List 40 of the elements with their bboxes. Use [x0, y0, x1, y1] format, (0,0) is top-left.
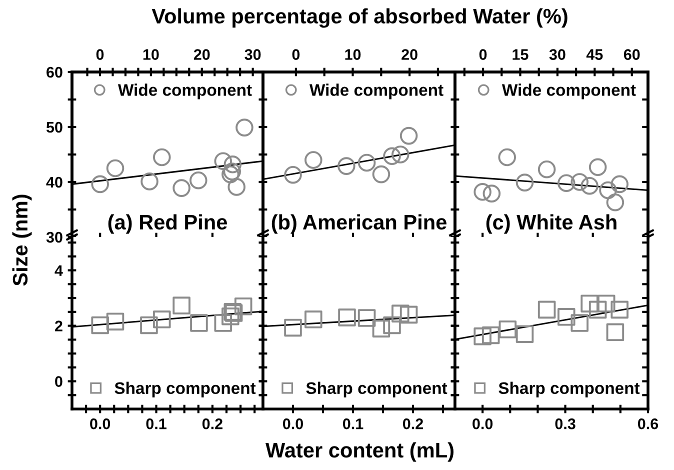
x-tick-label: 0.0: [472, 418, 493, 430]
y-tick-label: 50: [46, 122, 62, 133]
x2-tick-label: 0: [96, 49, 104, 60]
x2-tick-label: 30: [244, 49, 261, 60]
x-tick-label: 0.2: [402, 418, 424, 430]
y-tick-label: 0: [55, 376, 62, 387]
x2-tick-label: 60: [624, 49, 640, 60]
y-tick-label: 60: [46, 66, 62, 78]
x-axis-title: Water content (mL): [266, 442, 454, 462]
x2-tick-label: 20: [402, 49, 418, 60]
x2-tick-label: 20: [194, 49, 210, 60]
legend-label: Sharp component: [306, 382, 448, 398]
x2-tick-label: 30: [549, 49, 566, 60]
x2-tick-label: 0: [479, 49, 487, 60]
y-tick-label: 2: [55, 320, 62, 332]
legend-label: Sharp component: [498, 382, 640, 398]
x-tick-label: 0.0: [282, 418, 303, 430]
y-tick-label: 4: [54, 265, 63, 276]
annotation: (a) Red Pine: [108, 214, 227, 234]
x2-tick-label: 10: [345, 49, 361, 60]
legend-label: Wide component: [118, 84, 252, 100]
x-tick-label: 0.2: [202, 418, 222, 430]
y-axis-title: Size (nm): [12, 194, 32, 286]
x2-tick-label: 0: [292, 49, 300, 60]
legend-label: Wide component: [502, 84, 636, 100]
annotation: (b) American Pine: [272, 214, 446, 234]
legend-label: Wide component: [309, 84, 444, 100]
x2-tick-label: 10: [143, 49, 159, 60]
x-tick-label: 0.1: [146, 418, 166, 430]
annotation: (c) White Ash: [486, 214, 616, 234]
x2-axis-title: Volume percentage of absorbed Water (%): [152, 8, 568, 28]
x2-tick-label: 15: [512, 49, 528, 60]
x-tick-label: 0.0: [90, 418, 110, 430]
x2-tick-label: 45: [586, 49, 603, 60]
legend-label: Sharp component: [114, 382, 256, 398]
x-tick-label: 0.6: [638, 418, 658, 430]
x-tick-label: 0.3: [555, 418, 576, 430]
y-tick-label: 40: [46, 176, 62, 188]
x-tick-label: 0.1: [342, 418, 364, 430]
y-tick-label: 30: [46, 232, 62, 243]
